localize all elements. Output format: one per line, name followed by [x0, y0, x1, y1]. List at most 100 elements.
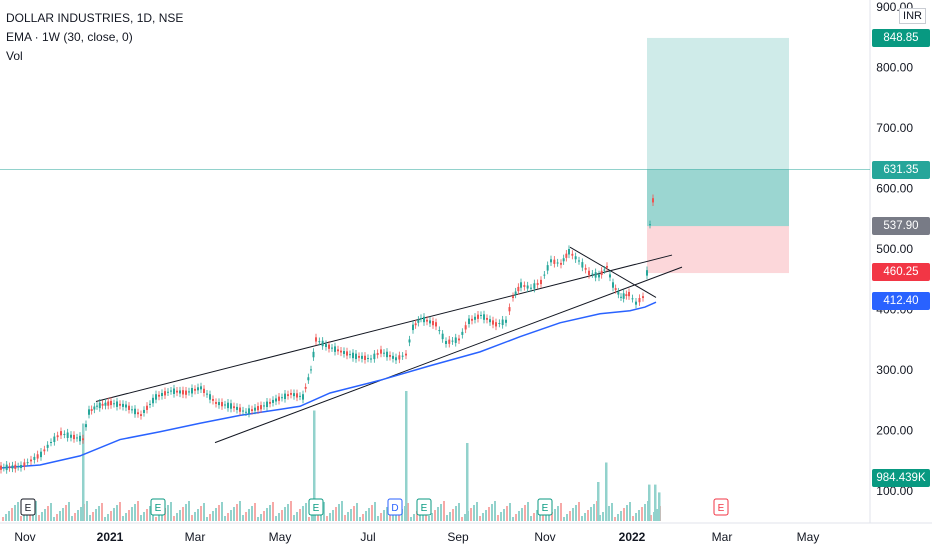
volume-bar [182, 507, 184, 521]
volume-bar-peak [405, 391, 408, 521]
volume-bar [197, 509, 199, 521]
marker-box[interactable] [537, 498, 553, 516]
symbol-title[interactable]: DOLLAR INDUSTRIES, 1D, NSE [6, 11, 184, 25]
candle-body [194, 388, 196, 391]
volume-bar [446, 515, 448, 521]
price-tick-label: 700.00 [876, 121, 913, 135]
volume-bar [500, 512, 502, 521]
candle-body [149, 403, 151, 405]
candle-body [137, 412, 139, 415]
volume-bar [245, 512, 247, 521]
marker-box[interactable] [308, 498, 324, 516]
candle-body [107, 401, 110, 406]
volume-bar [401, 509, 403, 521]
volume-indicator-label[interactable]: Vol [6, 49, 23, 63]
volume-bar [398, 512, 400, 521]
volume-bar [554, 509, 556, 521]
candle-body [281, 397, 283, 399]
candle-body [448, 339, 451, 344]
marker-box[interactable] [150, 498, 166, 516]
candle-body [50, 441, 52, 443]
volume-bar [311, 514, 313, 521]
price-tick-label: 600.00 [876, 182, 913, 196]
candle-body [185, 390, 187, 395]
candle-body [617, 291, 620, 295]
candle-body [517, 286, 520, 292]
volume-bar [494, 501, 496, 521]
candle-body [468, 318, 470, 325]
volume-bar [257, 517, 259, 521]
marker-box[interactable] [713, 498, 729, 516]
candle-body [307, 377, 310, 381]
candle-body [505, 319, 507, 323]
volume-bar [2, 517, 4, 521]
volume-bar-peak [466, 443, 469, 521]
candle-body [349, 354, 351, 356]
volume-bar [566, 514, 568, 521]
candle-body [438, 330, 441, 332]
candle-body [63, 433, 66, 435]
volume-bar [185, 504, 187, 521]
candle-body [11, 465, 14, 469]
volume-bar [212, 511, 214, 521]
volume-bar [485, 510, 487, 521]
volume-bar-peak [605, 462, 608, 521]
volume-bar [374, 502, 376, 521]
candle-body [290, 392, 292, 395]
candle-body [73, 434, 75, 440]
volume-bar [302, 506, 304, 521]
volume-bar [50, 503, 52, 521]
volume-bar [638, 510, 640, 521]
ema-line [0, 301, 657, 469]
marker-box[interactable] [20, 498, 36, 516]
candle-body [85, 424, 87, 428]
volume-bar [230, 510, 232, 521]
candle-body [514, 291, 517, 295]
candle-body [116, 401, 118, 407]
volume-bar [143, 512, 145, 521]
candle-body [155, 394, 157, 400]
candle-body [257, 406, 259, 411]
candle-body [200, 386, 202, 390]
marker-box[interactable] [416, 498, 432, 516]
volume-bar [650, 515, 652, 521]
candle-body [119, 403, 121, 406]
candle-body [275, 398, 277, 402]
volume-bar [287, 504, 289, 521]
volume-bar [644, 504, 646, 521]
volume-bar [569, 511, 571, 521]
volume-bar [191, 515, 193, 521]
volume-bar [488, 507, 490, 521]
volume-bar [629, 502, 631, 521]
volume-bar [293, 515, 295, 521]
volume-bar [170, 502, 172, 521]
volume-bar [380, 513, 382, 521]
candle-body [128, 405, 130, 410]
candle-body [113, 403, 115, 405]
earnings-marker: D [387, 498, 403, 516]
volume-bar [20, 516, 22, 521]
earnings-marker: E [150, 498, 166, 516]
volume-bar [590, 507, 592, 521]
volume-bar [431, 513, 433, 521]
candle-body [628, 291, 630, 297]
candle-body [182, 390, 184, 395]
candle-body [512, 296, 514, 299]
candle-body [0, 465, 2, 470]
price-tick-label: 200.00 [876, 424, 913, 438]
candle-body [36, 454, 39, 459]
candle-body [110, 400, 112, 406]
ema-indicator-label[interactable]: EMA · 1W (30, close, 0) [6, 30, 133, 44]
volume-bar [44, 509, 46, 521]
candle-body [486, 317, 488, 320]
candle-body [383, 352, 385, 354]
candle-body [161, 392, 163, 397]
currency-badge[interactable]: INR [899, 8, 926, 24]
volume-bar [515, 514, 517, 521]
volume-bar [482, 513, 484, 521]
candle-body [420, 317, 422, 319]
marker-box[interactable] [387, 498, 403, 516]
volume-bar [641, 507, 643, 521]
